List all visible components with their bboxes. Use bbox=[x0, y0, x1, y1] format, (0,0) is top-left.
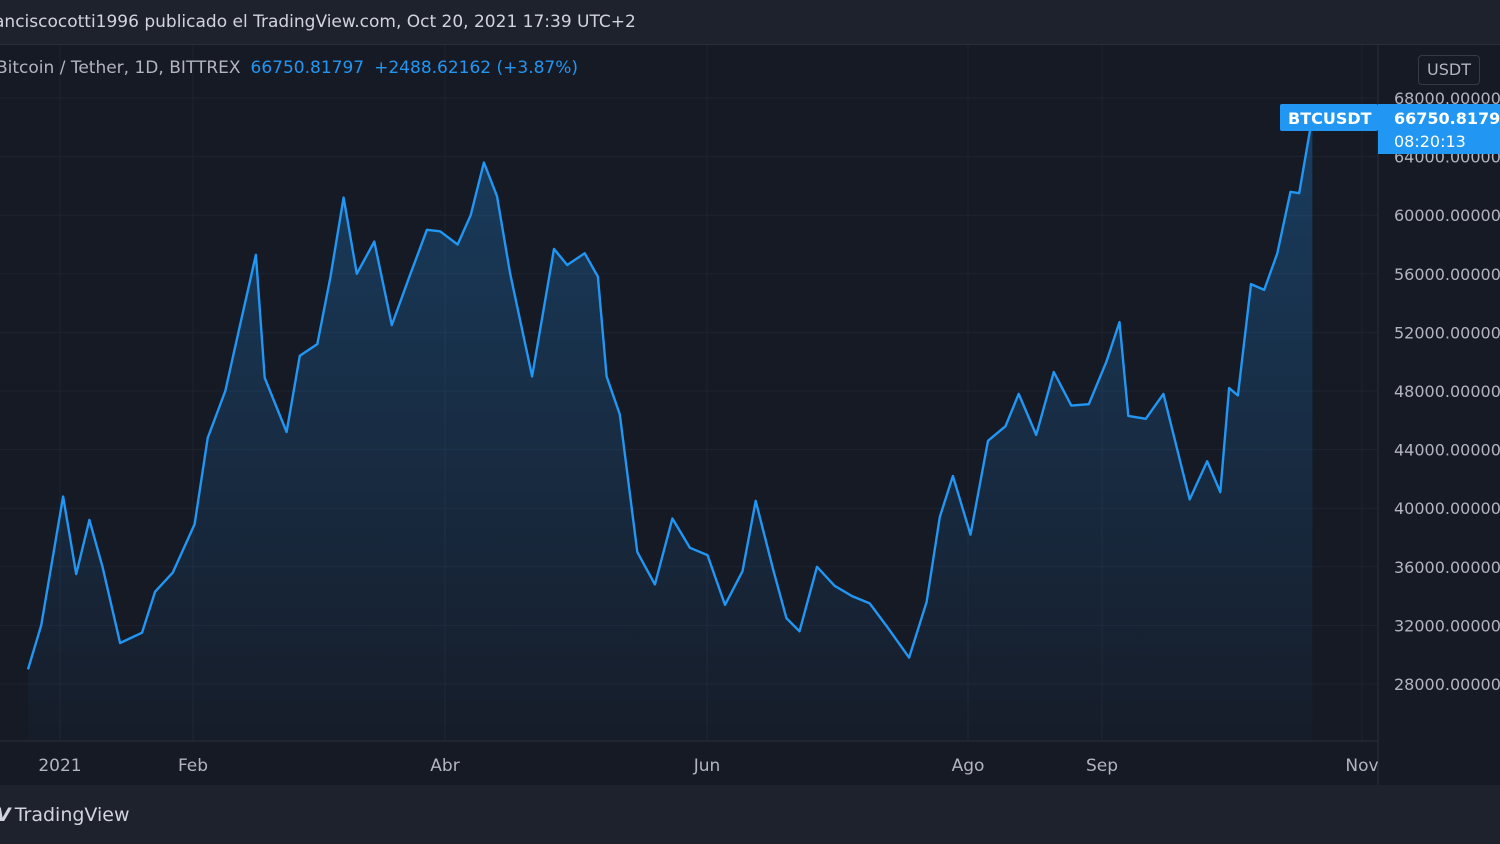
symbol-description[interactable]: Bitcoin / Tether, 1D, BITTREX bbox=[0, 58, 241, 78]
published-info: anciscocotti1996 publicado el TradingVie… bbox=[0, 12, 636, 32]
tradingview-logo[interactable]: VTradingView bbox=[0, 804, 130, 826]
price-line bbox=[26, 116, 1314, 670]
time-axis: 2021 Feb Abr Jun Ago Sep Nov bbox=[38, 756, 1378, 776]
currency-button[interactable]: USDT bbox=[1418, 55, 1480, 85]
x-tick-label: Nov bbox=[1345, 756, 1378, 776]
y-tick-label: 36000.00000 bbox=[1394, 558, 1500, 577]
last-price: 66750.81797 bbox=[250, 58, 365, 78]
x-tick-label: Jun bbox=[693, 756, 721, 776]
price-label-bg bbox=[1378, 104, 1500, 154]
y-tick-label: 40000.00000 bbox=[1394, 499, 1500, 518]
price-label-countdown: 08:20:13 bbox=[1394, 132, 1466, 151]
price-change: +2488.62162 (+3.87%) bbox=[374, 58, 579, 78]
footer bbox=[0, 786, 1500, 844]
y-tick-label: 52000.00000 bbox=[1394, 323, 1500, 342]
y-tick-label: 32000.00000 bbox=[1394, 616, 1500, 635]
ticker-label-bg bbox=[1280, 104, 1378, 131]
y-tick-label: 68000.00000 bbox=[1394, 89, 1500, 108]
x-tick-label: Sep bbox=[1086, 756, 1118, 776]
symbol-legend: Bitcoin / Tether, 1D, BITTREX 66750.81797… bbox=[0, 58, 578, 78]
y-tick-label: 60000.00000 bbox=[1394, 206, 1500, 225]
y-tick-label: 28000.00000 bbox=[1394, 675, 1500, 694]
ticker-label: BTCUSDT bbox=[1288, 109, 1372, 128]
y-tick-label: 48000.00000 bbox=[1394, 382, 1500, 401]
price-area-fill bbox=[28, 116, 1313, 742]
tradingview-logo-icon: V bbox=[0, 804, 11, 826]
x-tick-label: Ago bbox=[952, 756, 985, 776]
price-axis: 68000.0000064000.0000060000.0000056000.0… bbox=[1394, 89, 1500, 694]
x-tick-label: 2021 bbox=[38, 756, 81, 776]
top-bar: anciscocotti1996 publicado el TradingVie… bbox=[0, 0, 1500, 45]
price-label-value: 66750.81797 bbox=[1394, 109, 1500, 128]
y-tick-label: 56000.00000 bbox=[1394, 265, 1500, 284]
x-tick-label: Abr bbox=[430, 756, 459, 776]
last-price-label[interactable]: BTCUSDT 66750.81797 08:20:13 bbox=[1280, 104, 1500, 154]
x-tick-label: Feb bbox=[178, 756, 208, 776]
y-tick-label: 44000.00000 bbox=[1394, 441, 1500, 460]
tradingview-logo-text: TradingView bbox=[14, 804, 130, 826]
